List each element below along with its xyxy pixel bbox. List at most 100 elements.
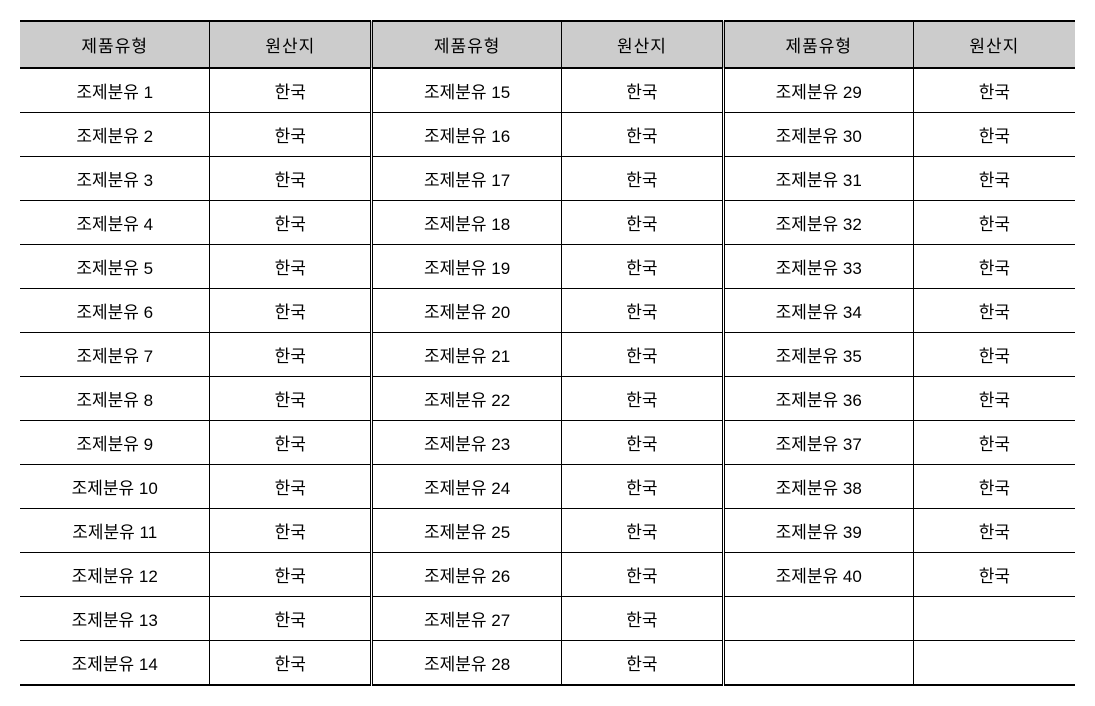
cell-type: 조제분유 11: [20, 509, 210, 553]
cell-type: 조제분유 21: [372, 333, 562, 377]
cell-type: 조제분유 39: [723, 509, 913, 553]
header-origin-1: 원산지: [210, 21, 372, 68]
cell-origin: 한국: [210, 553, 372, 597]
cell-type: 조제분유 10: [20, 465, 210, 509]
cell-origin: 한국: [913, 465, 1075, 509]
cell-type: 조제분유 12: [20, 553, 210, 597]
table-row: 조제분유 12 한국 조제분유 26 한국 조제분유 40 한국: [20, 553, 1075, 597]
cell-origin: 한국: [562, 509, 724, 553]
cell-origin: 한국: [562, 641, 724, 686]
header-origin-3: 원산지: [913, 21, 1075, 68]
table-row: 조제분유 13 한국 조제분유 27 한국: [20, 597, 1075, 641]
cell-origin: 한국: [210, 509, 372, 553]
cell-type: 조제분유 32: [723, 201, 913, 245]
table-row: 조제분유 7 한국 조제분유 21 한국 조제분유 35 한국: [20, 333, 1075, 377]
cell-type: 조제분유 15: [372, 68, 562, 113]
cell-type: 조제분유 18: [372, 201, 562, 245]
header-row: 제품유형 원산지 제품유형 원산지 제품유형 원산지: [20, 21, 1075, 68]
cell-type: 조제분유 8: [20, 377, 210, 421]
product-origin-table: 제품유형 원산지 제품유형 원산지 제품유형 원산지 조제분유 1 한국 조제분…: [20, 20, 1075, 686]
header-origin-2: 원산지: [562, 21, 724, 68]
cell-origin: 한국: [210, 289, 372, 333]
table-row: 조제분유 5 한국 조제분유 19 한국 조제분유 33 한국: [20, 245, 1075, 289]
cell-origin: 한국: [913, 201, 1075, 245]
table-body: 조제분유 1 한국 조제분유 15 한국 조제분유 29 한국 조제분유 2 한…: [20, 68, 1075, 685]
table-row: 조제분유 4 한국 조제분유 18 한국 조제분유 32 한국: [20, 201, 1075, 245]
cell-type: [723, 641, 913, 686]
cell-origin: 한국: [210, 377, 372, 421]
table-container: 제품유형 원산지 제품유형 원산지 제품유형 원산지 조제분유 1 한국 조제분…: [20, 20, 1075, 686]
cell-type: 조제분유 23: [372, 421, 562, 465]
cell-type: 조제분유 36: [723, 377, 913, 421]
cell-origin: 한국: [913, 509, 1075, 553]
cell-origin: 한국: [210, 333, 372, 377]
header-type-2: 제품유형: [372, 21, 562, 68]
cell-origin: 한국: [562, 157, 724, 201]
table-row: 조제분유 11 한국 조제분유 25 한국 조제분유 39 한국: [20, 509, 1075, 553]
cell-type: [723, 597, 913, 641]
cell-origin: 한국: [210, 421, 372, 465]
cell-origin: 한국: [562, 597, 724, 641]
cell-type: 조제분유 16: [372, 113, 562, 157]
cell-origin: 한국: [913, 68, 1075, 113]
cell-type: 조제분유 6: [20, 289, 210, 333]
table-row: 조제분유 2 한국 조제분유 16 한국 조제분유 30 한국: [20, 113, 1075, 157]
cell-origin: 한국: [562, 289, 724, 333]
cell-origin: 한국: [210, 245, 372, 289]
cell-origin: 한국: [210, 641, 372, 686]
cell-origin: 한국: [562, 465, 724, 509]
cell-type: 조제분유 40: [723, 553, 913, 597]
cell-type: 조제분유 22: [372, 377, 562, 421]
cell-type: 조제분유 29: [723, 68, 913, 113]
cell-origin: 한국: [210, 157, 372, 201]
cell-type: 조제분유 35: [723, 333, 913, 377]
cell-origin: 한국: [562, 553, 724, 597]
cell-origin: 한국: [210, 201, 372, 245]
cell-origin: 한국: [562, 68, 724, 113]
cell-origin: 한국: [210, 597, 372, 641]
cell-type: 조제분유 3: [20, 157, 210, 201]
cell-type: 조제분유 38: [723, 465, 913, 509]
cell-type: 조제분유 7: [20, 333, 210, 377]
cell-origin: 한국: [210, 68, 372, 113]
header-type-1: 제품유형: [20, 21, 210, 68]
cell-origin: 한국: [913, 157, 1075, 201]
cell-type: 조제분유 17: [372, 157, 562, 201]
cell-type: 조제분유 34: [723, 289, 913, 333]
cell-origin: 한국: [562, 421, 724, 465]
cell-type: 조제분유 28: [372, 641, 562, 686]
cell-type: 조제분유 26: [372, 553, 562, 597]
cell-type: 조제분유 24: [372, 465, 562, 509]
cell-type: 조제분유 13: [20, 597, 210, 641]
cell-origin: 한국: [913, 333, 1075, 377]
cell-type: 조제분유 19: [372, 245, 562, 289]
cell-origin: 한국: [210, 113, 372, 157]
cell-origin: 한국: [913, 553, 1075, 597]
cell-type: 조제분유 4: [20, 201, 210, 245]
table-header: 제품유형 원산지 제품유형 원산지 제품유형 원산지: [20, 21, 1075, 68]
cell-origin: 한국: [913, 245, 1075, 289]
cell-origin: [913, 641, 1075, 686]
cell-origin: [913, 597, 1075, 641]
cell-type: 조제분유 5: [20, 245, 210, 289]
cell-origin: 한국: [913, 377, 1075, 421]
cell-type: 조제분유 37: [723, 421, 913, 465]
cell-type: 조제분유 27: [372, 597, 562, 641]
cell-type: 조제분유 25: [372, 509, 562, 553]
table-row: 조제분유 3 한국 조제분유 17 한국 조제분유 31 한국: [20, 157, 1075, 201]
cell-type: 조제분유 30: [723, 113, 913, 157]
cell-origin: 한국: [913, 421, 1075, 465]
cell-origin: 한국: [913, 289, 1075, 333]
cell-origin: 한국: [562, 201, 724, 245]
table-row: 조제분유 6 한국 조제분유 20 한국 조제분유 34 한국: [20, 289, 1075, 333]
cell-origin: 한국: [913, 113, 1075, 157]
table-row: 조제분유 1 한국 조제분유 15 한국 조제분유 29 한국: [20, 68, 1075, 113]
header-type-3: 제품유형: [723, 21, 913, 68]
cell-origin: 한국: [562, 333, 724, 377]
cell-origin: 한국: [562, 245, 724, 289]
cell-type: 조제분유 20: [372, 289, 562, 333]
table-row: 조제분유 8 한국 조제분유 22 한국 조제분유 36 한국: [20, 377, 1075, 421]
cell-type: 조제분유 2: [20, 113, 210, 157]
table-row: 조제분유 14 한국 조제분유 28 한국: [20, 641, 1075, 686]
cell-origin: 한국: [562, 113, 724, 157]
